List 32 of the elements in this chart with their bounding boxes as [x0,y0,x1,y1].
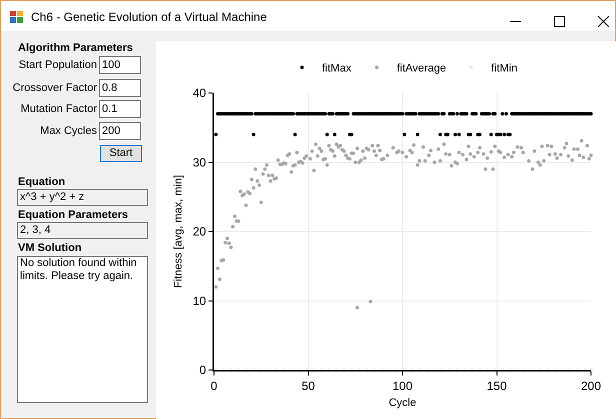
x-axis-title: Cycle [388,396,416,409]
x-tick-label: 0 [210,378,218,393]
text: Mutation Factor [20,103,97,115]
text: VM Solution [18,242,82,254]
text: x^3 + y^2 + z [17,189,148,206]
text: Crossover Factor [12,82,97,94]
text: Max Cycles [40,125,97,137]
legend-label: fitAverage [396,62,446,75]
text: No solution found within limits. Please try again. [17,256,148,403]
x-tick-label: 200 [580,378,602,393]
y-tick-label: 30 [192,155,206,170]
x-tick-label: 150 [486,378,508,393]
text: 200 [99,122,141,140]
y-axis-title: Fitness [avg, max, min] [172,174,185,288]
x-tick-label: 100 [392,378,413,393]
y-tick-label: 10 [192,294,206,308]
text: 0.1 [99,100,141,118]
text: 0.8 [99,79,141,97]
text: 2, 3, 4 [17,222,148,239]
x-tick-label: 50 [302,378,316,393]
y-tick-label: 20 [192,224,206,239]
text: Equation Parameters [18,209,128,221]
text: Equation [18,176,66,188]
text: Start [100,145,142,162]
y-tick-label: 40 [192,86,206,100]
text: Algorithm Parameters [18,42,133,54]
legend-label: fitMax [322,62,352,75]
legend-label: fitMin [491,62,518,75]
text: Ch6 - Genetic Evolution of a Virtual Machine [31,10,267,24]
text: Start Population [18,59,97,71]
y-tick-label: 0 [199,363,206,378]
text: 100 [99,56,141,74]
